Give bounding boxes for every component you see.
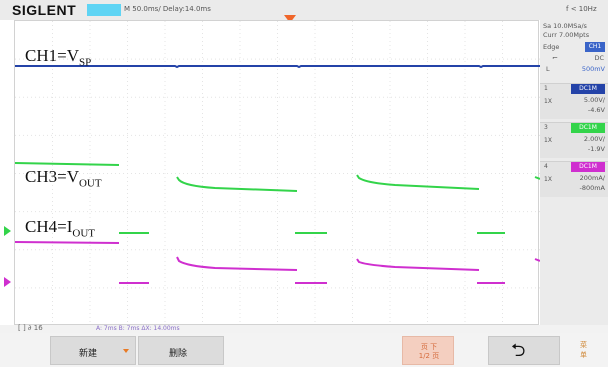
waveform-canvas — [15, 21, 540, 326]
channel-tag: DC1M — [571, 84, 605, 94]
ch4-trace — [15, 241, 540, 284]
cursor-readout: A: 7ms B: 7ms ΔX: 14.00ms — [96, 325, 180, 332]
trigger-level-row[interactable]: L 500mV — [540, 64, 608, 75]
trigger-type-row[interactable]: Edge CH1 — [540, 42, 608, 53]
return-arrow-icon: ⮌ — [511, 340, 526, 361]
delete-button[interactable]: 删除 — [138, 336, 224, 365]
new-button[interactable]: 新建 — [50, 336, 136, 365]
softkey-menu: 新建 删除 页 下 1/2 页 ⮌ 菜 单 — [0, 333, 608, 367]
channel-scale: 5.00V/ — [583, 96, 605, 104]
trigger-level: 500mV — [581, 65, 605, 73]
channel-number: 4 — [544, 163, 548, 170]
delete-button-label: 删除 — [169, 349, 188, 359]
trigger-level-key: L — [546, 65, 550, 73]
ch1-trace — [15, 65, 540, 69]
new-button-label: 新建 — [79, 349, 98, 359]
page-label-line1: 页 下 — [420, 343, 438, 351]
waveform-display[interactable]: CH1=VSP CH3=VOUT CH4=IOUT — [14, 20, 540, 326]
ch1-label: CH1=VSP — [25, 46, 92, 69]
trigger-coupling-row[interactable]: ⌐ DC — [540, 53, 608, 64]
memory-depth: Curr 7.00Mpts — [543, 31, 590, 39]
channel-scale: 2.00V/ — [583, 135, 605, 143]
top-status-bar: SIGLENT M 50.0ms/ Delay:14.0ms f < 10Hz — [0, 0, 608, 23]
frequency-readout: f < 10Hz — [566, 5, 597, 13]
ch3-trace — [15, 162, 540, 234]
channel-3-box[interactable]: 3 DC1M 1X 2.00V/ -1.9V — [540, 122, 608, 158]
run-stop-indicator[interactable] — [87, 4, 121, 16]
ch4-offset-marker[interactable] — [4, 277, 11, 287]
rising-edge-icon: ⌐ — [552, 54, 558, 62]
channel-number: 1 — [544, 85, 548, 92]
channel-probe: 1X — [544, 98, 552, 105]
page-label-line2: 1/2 页 — [418, 352, 440, 360]
channel-offset: -800mA — [579, 184, 605, 192]
channel-probe: 1X — [544, 137, 552, 144]
dropdown-arrow-icon — [123, 349, 129, 353]
channel-4-box[interactable]: 4 DC1M 1X 200mA/ -800mA — [540, 161, 608, 197]
menu-toggle-line1: 菜 — [580, 341, 587, 349]
status-strip: [ ] ∂ 16 A: 7ms B: 7ms ΔX: 14.00ms — [0, 324, 608, 333]
right-info-panel: Sa 10.0MSa/s Curr 7.00Mpts Edge CH1 ⌐ DC… — [540, 20, 608, 325]
channel-1-box[interactable]: 1 DC1M 1X 5.00V/ -4.6V — [540, 83, 608, 119]
trigger-source[interactable]: CH1 — [585, 42, 605, 52]
channel-offset: -4.6V — [587, 106, 605, 114]
trigger-type: Edge — [543, 43, 560, 51]
menu-toggle-button[interactable]: 菜 单 — [578, 336, 604, 365]
channel-scale: 200mA/ — [579, 174, 605, 182]
ch4-label: CH4=IOUT — [25, 217, 95, 240]
channel-tag: DC1M — [571, 123, 605, 133]
status-left-text: [ ] ∂ 16 — [18, 324, 43, 332]
return-button[interactable]: ⮌ — [488, 336, 560, 365]
channel-number: 3 — [544, 124, 548, 131]
trigger-coupling: DC — [594, 54, 604, 62]
timebase-readout[interactable]: M 50.0ms/ Delay:14.0ms — [124, 5, 211, 13]
ch3-label: CH3=VOUT — [25, 167, 102, 190]
channel-probe: 1X — [544, 176, 552, 183]
ch3-offset-marker[interactable] — [4, 226, 11, 236]
brand-logo: SIGLENT — [12, 2, 77, 18]
next-page-button[interactable]: 页 下 1/2 页 — [402, 336, 454, 365]
channel-offset: -1.9V — [587, 145, 605, 153]
menu-toggle-line2: 单 — [580, 351, 587, 359]
channel-tag: DC1M — [571, 162, 605, 172]
sample-rate: Sa 10.0MSa/s — [543, 22, 587, 30]
trigger-position-marker[interactable] — [284, 15, 296, 23]
graticule — [15, 21, 540, 326]
